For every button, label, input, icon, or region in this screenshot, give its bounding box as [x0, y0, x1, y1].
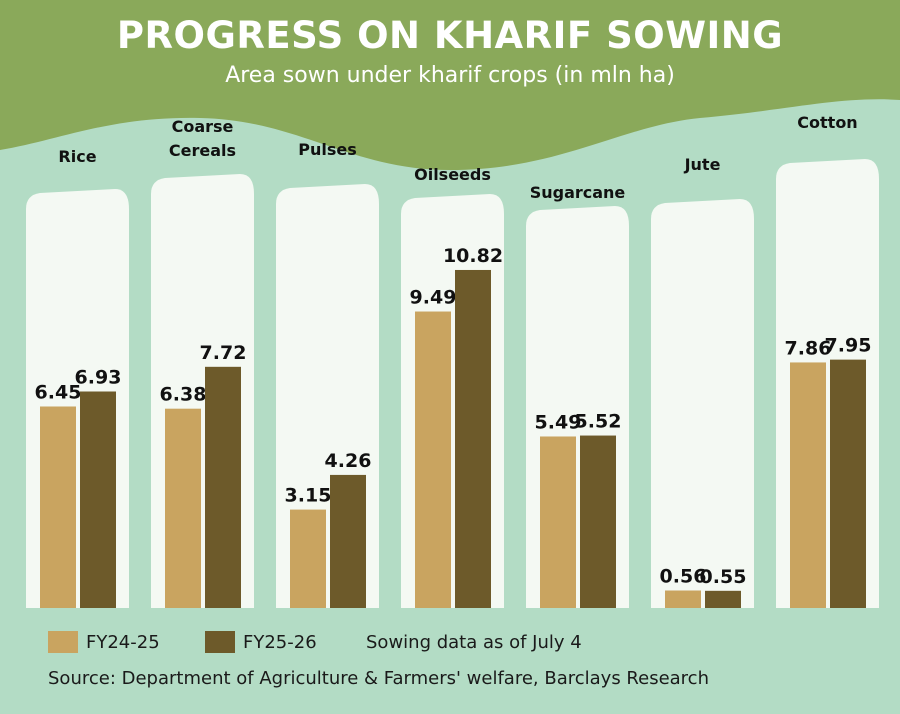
data-date-note: Sowing data as of July 4 — [366, 632, 582, 653]
bar — [40, 406, 76, 608]
bar — [665, 590, 701, 608]
bar — [165, 408, 201, 608]
category-label: Pulses — [298, 140, 357, 159]
bar — [290, 509, 326, 608]
data-label: 0.55 — [700, 566, 747, 588]
legend-label-fy25: FY25-26 — [243, 631, 317, 653]
chart-subtitle: Area sown under kharif crops (in mln ha) — [225, 63, 675, 88]
data-label: 0.56 — [660, 566, 707, 588]
bar — [580, 435, 616, 608]
chart-title: PROGRESS ON KHARIF SOWING — [116, 14, 784, 57]
data-label: 7.72 — [200, 342, 247, 364]
data-label: 6.93 — [75, 366, 122, 388]
data-label: 6.38 — [160, 384, 207, 406]
legend-item-fy25: FY25-26 — [205, 630, 317, 654]
data-label: 10.82 — [443, 245, 503, 267]
category-label: Jute — [684, 155, 721, 174]
category-panel — [651, 199, 754, 608]
legend-swatch-fy24 — [48, 631, 78, 653]
bar — [790, 362, 826, 608]
data-label: 7.86 — [785, 337, 832, 359]
source-note: Source: Department of Agriculture & Farm… — [48, 668, 709, 689]
category-label: Coarse — [172, 117, 234, 136]
data-label: 7.95 — [825, 335, 872, 357]
legend-label-fy24: FY24-25 — [86, 631, 160, 653]
category-label: Cereals — [169, 141, 236, 160]
data-label: 5.52 — [575, 411, 622, 433]
bar — [80, 391, 116, 608]
bar — [205, 366, 241, 608]
bar — [830, 359, 866, 608]
legend-item-fy24: FY24-25 — [48, 630, 160, 654]
header-banner — [0, 0, 900, 170]
category-label: Sugarcane — [530, 183, 626, 202]
category-label: Cotton — [797, 113, 857, 132]
data-label: 4.26 — [325, 450, 372, 472]
bar — [415, 311, 451, 608]
data-label: 9.49 — [410, 287, 457, 309]
legend-swatch-fy25 — [205, 631, 235, 653]
bar — [540, 436, 576, 608]
category-label: Rice — [58, 147, 96, 166]
data-label: 6.45 — [35, 381, 82, 403]
bar — [705, 590, 741, 608]
bar — [330, 474, 366, 608]
bar — [455, 269, 491, 608]
data-label: 5.49 — [535, 411, 582, 433]
category-label: Oilseeds — [414, 165, 491, 184]
data-label: 3.15 — [285, 485, 332, 507]
